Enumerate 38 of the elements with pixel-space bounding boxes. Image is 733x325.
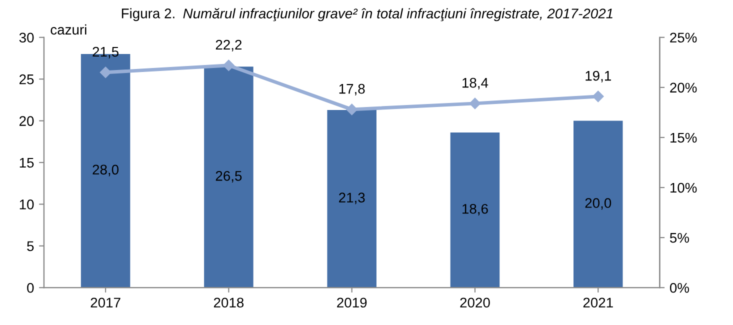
point [100, 66, 112, 78]
y-tick-label: 25 [20, 74, 34, 84]
y-tick-label: 15 [20, 158, 34, 168]
bar [327, 110, 376, 288]
data-label: 22,2 [216, 40, 242, 52]
data-label: 21,3 [339, 192, 365, 204]
y-tick-label: 5 [27, 241, 34, 252]
x-tick-label: 2021 [583, 298, 613, 308]
x-tick-label: 2020 [460, 298, 490, 308]
y2-tick-label: 10% [670, 182, 697, 193]
bar [450, 132, 500, 288]
x-tick-label: 2017 [90, 298, 120, 308]
x-tick-label: 2019 [337, 298, 367, 308]
data-label: 18,4 [462, 78, 488, 90]
y2-tick-label: 20% [670, 82, 697, 93]
point [346, 104, 358, 116]
bar [204, 66, 254, 288]
data-label: 18,6 [462, 204, 488, 216]
chart-title: Figura 2. Numărul infracţiunilor grave² în total infracţiuni înregistrate, 2017-2021 [122, 8, 612, 22]
bar [574, 120, 623, 288]
data-label: 20,0 [585, 198, 612, 210]
data-label: 28,0 [92, 164, 119, 176]
y-tick-label: 0 [27, 282, 34, 293]
y2-tick-label: 5% [670, 232, 689, 243]
data-label: 19,1 [586, 70, 611, 82]
point [469, 98, 481, 110]
y-tick-label: 30 [19, 32, 34, 43]
data-label: 26,5 [216, 170, 242, 182]
y2-tick-label: 25% [670, 32, 697, 43]
point [592, 90, 604, 102]
data-label: 17,8 [339, 84, 365, 96]
y-tick-label: 10 [20, 200, 34, 210]
point [223, 60, 234, 72]
y-tick-label: 20 [20, 116, 34, 126]
x-tick-label: 2018 [214, 298, 244, 308]
y-axis-title: cazuri [50, 24, 86, 35]
y2-tick-label: 15% [670, 132, 697, 143]
y2-tick-label: 0% [670, 282, 689, 293]
